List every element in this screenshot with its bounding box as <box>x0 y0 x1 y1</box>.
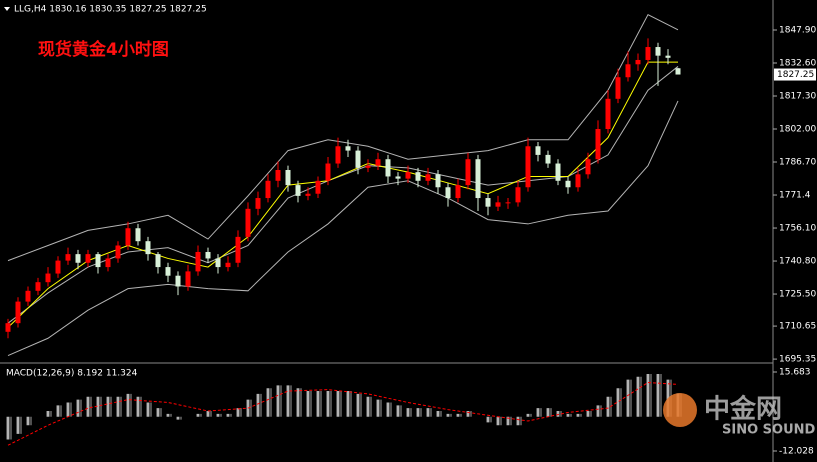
candle-body <box>215 258 221 268</box>
candle-body <box>675 68 681 75</box>
candle-body <box>325 163 331 181</box>
candle-body <box>15 301 21 324</box>
candle-body <box>105 258 111 268</box>
candle-body <box>465 159 471 186</box>
candle-body <box>155 254 161 268</box>
candle-body <box>385 159 391 177</box>
candle-body <box>665 55 671 58</box>
candle-body <box>275 169 281 181</box>
candle-body <box>375 159 381 166</box>
price-box <box>774 68 816 81</box>
candle-body <box>195 251 201 272</box>
annotation: 现货黄金4小时图 <box>38 39 169 60</box>
candle-body <box>455 185 461 199</box>
signal-line <box>7 381 679 446</box>
candle-body <box>635 59 641 65</box>
candle-body <box>515 187 521 203</box>
candle-body <box>575 174 581 188</box>
candle-body <box>615 77 621 99</box>
candle-body <box>475 159 481 199</box>
candle-body <box>115 245 121 259</box>
candle-body <box>185 271 191 287</box>
candle-body <box>235 236 241 263</box>
candle-body <box>205 251 211 259</box>
last-price: 1827.25 <box>777 70 814 80</box>
y-tick-label: 1771.4 <box>779 191 811 201</box>
y-tick-label: 1847.90 <box>779 25 816 35</box>
y-tick-label: 1710.65 <box>779 322 816 332</box>
y-tick-label: 1695.35 <box>779 355 816 365</box>
candle-body <box>355 150 361 168</box>
y-tick-label: -12.028 <box>779 447 814 457</box>
candle-body <box>45 273 51 283</box>
candle-body <box>645 47 651 60</box>
candle-body <box>335 146 341 164</box>
candle-body <box>265 180 271 199</box>
candle-body <box>95 254 101 268</box>
watermark-logo <box>663 393 697 427</box>
y-tick-label: 1786.70 <box>779 158 816 168</box>
candle-body <box>85 254 91 263</box>
indicator-line <box>7 61 678 328</box>
watermark-sub: SINO SOUND <box>722 423 816 438</box>
candle-body <box>585 159 591 175</box>
menu-icon <box>4 7 10 11</box>
candle-body <box>345 146 351 151</box>
candle-body <box>75 254 81 263</box>
candle-body <box>5 323 11 332</box>
y-tick-label: 1817.30 <box>779 92 816 102</box>
y-tick-label: 1740.80 <box>779 257 816 267</box>
candle-body <box>655 47 661 56</box>
candle-body <box>595 129 601 160</box>
candle-body <box>135 228 141 242</box>
candle-body <box>245 208 251 237</box>
candle-body <box>565 180 571 188</box>
candle-body <box>255 198 261 209</box>
candle-body <box>555 163 561 181</box>
candle-body <box>505 202 511 204</box>
y-tick-label: 1725.50 <box>779 290 816 300</box>
candle-body <box>605 98 611 130</box>
candle-body <box>495 202 501 207</box>
candle-body <box>305 193 311 196</box>
candle-body <box>145 241 151 255</box>
candle-body <box>285 169 291 186</box>
candle-body <box>535 146 541 155</box>
chart-title: LLG,H4 1830.16 1830.35 1827.25 1827.25 <box>14 5 207 15</box>
candle-body <box>625 64 631 78</box>
candle-body <box>415 172 421 181</box>
candle-body <box>225 262 231 268</box>
candle-body <box>165 267 171 276</box>
candle-body <box>65 254 71 261</box>
y-tick-label: 1802.00 <box>779 125 816 135</box>
candle-body <box>315 180 321 194</box>
candle-body <box>175 275 181 287</box>
y-tick-label: 1832.60 <box>779 58 816 68</box>
candle-body <box>395 176 401 179</box>
candle-body <box>405 172 411 179</box>
candle-body <box>425 174 431 181</box>
candle-body <box>295 185 301 196</box>
watermark: 中金网 <box>704 394 782 425</box>
y-tick-label: 1756.10 <box>779 224 816 234</box>
macd-title: MACD(12,26,9) 8.192 11.324 <box>6 369 138 379</box>
candle-body <box>445 187 451 199</box>
candle-body <box>55 260 61 274</box>
candle-body <box>545 154 551 164</box>
candle-body <box>525 146 531 188</box>
candle-body <box>435 174 441 188</box>
candle-body <box>485 198 491 207</box>
candle-body <box>365 165 371 168</box>
candle-body <box>25 290 31 302</box>
candle-body <box>35 282 41 291</box>
indicator-line <box>7 66 679 324</box>
y-tick-label: 15.683 <box>779 368 811 378</box>
candle-body <box>125 228 131 246</box>
indicator-line <box>7 100 679 356</box>
